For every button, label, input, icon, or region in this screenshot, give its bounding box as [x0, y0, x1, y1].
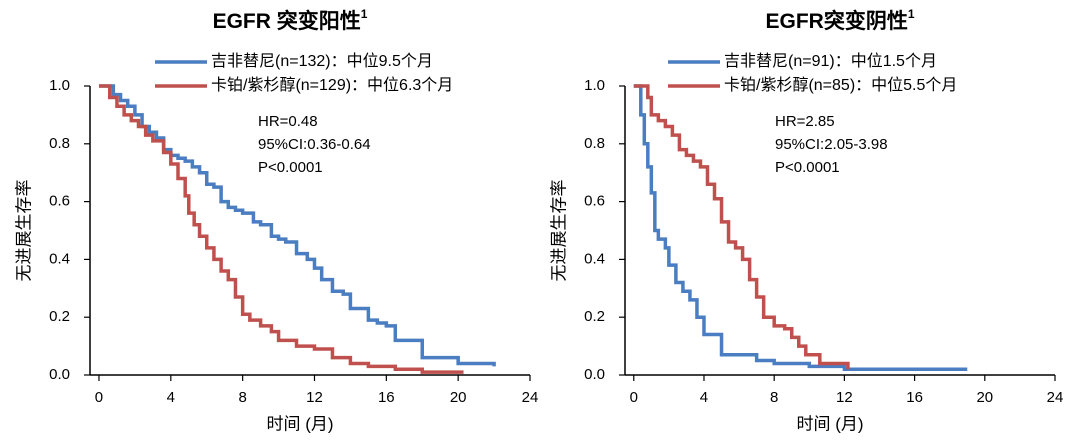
y-axis-label: 无进展生存率: [14, 180, 33, 282]
y-tick-label: 1.0: [584, 77, 605, 94]
x-tick-label: 8: [770, 389, 778, 406]
chart-title: EGFR 突变阳性1: [213, 7, 368, 32]
chart: EGFR突变阴性1 0.0 0.2 0.4 0.6 0.8 1.0 0 4 8 12 16 20 24 时间…: [549, 7, 1063, 433]
chart: EGFR 突变阳性1 0.0 0.2 0.4 0.6 0.8 1.0 0 4 8 12 16 20 24 时…: [14, 7, 538, 433]
y-axis-label: 无进展生存率: [549, 180, 568, 282]
x-tick-label: 12: [836, 389, 853, 406]
legend-label: 卡铂/紫杉醇(n=129)：中位6.3个月: [211, 76, 453, 94]
y-tick-label: 0.2: [49, 308, 70, 325]
survival-curve: [98, 84, 496, 367]
title-superscript: 1: [361, 7, 368, 21]
x-tick-label: 24: [522, 389, 539, 406]
chart-title-text: EGFR突变阴性: [765, 9, 907, 33]
annotation: P<0.0001: [775, 159, 840, 176]
y-tick-label: 0.0: [49, 366, 70, 383]
x-tick-label: 16: [906, 389, 923, 406]
title-superscript: 1: [908, 7, 915, 21]
survival-curve: [633, 84, 850, 370]
y-tick-label: 0.8: [584, 135, 605, 152]
legend-label: 吉非替尼(n=91)：中位1.5个月: [724, 52, 937, 70]
y-tick-label: 0.8: [49, 135, 70, 152]
x-tick-label: 4: [167, 389, 175, 406]
x-tick-label: 20: [450, 389, 467, 406]
annotation: 95%CI:2.05-3.98: [775, 136, 888, 153]
annotation: 95%CI:0.36-0.64: [258, 136, 371, 153]
x-tick-label: 0: [630, 389, 638, 406]
y-tick-label: 0.4: [584, 250, 605, 267]
legend-label: 吉非替尼(n=132)：中位9.5个月: [211, 52, 433, 70]
annotation: HR=2.85: [775, 113, 835, 130]
chart-title-text: EGFR 突变阳性: [213, 9, 361, 33]
annotation: HR=0.48: [258, 113, 318, 130]
x-tick-label: 0: [95, 389, 103, 406]
survival-curve: [633, 84, 968, 371]
legend-label: 卡铂/紫杉醇(n=85)：中位5.5个月: [724, 76, 957, 94]
x-tick-label: 16: [378, 389, 395, 406]
x-tick-label: 8: [238, 389, 246, 406]
x-tick-label: 24: [1047, 389, 1064, 406]
y-tick-label: 0.2: [584, 308, 605, 325]
chart-title: EGFR突变阴性1: [765, 7, 914, 32]
survival-curve: [98, 84, 464, 374]
x-tick-label: 12: [306, 389, 323, 406]
y-tick-label: 1.0: [49, 77, 70, 94]
y-tick-label: 0.4: [49, 250, 70, 267]
y-tick-label: 0.6: [584, 193, 605, 210]
annotation: P<0.0001: [258, 159, 323, 176]
x-axis-label: 时间 (月): [796, 414, 863, 433]
y-tick-label: 0.6: [49, 193, 70, 210]
x-axis-label: 时间 (月): [266, 414, 333, 433]
x-tick-label: 20: [976, 389, 993, 406]
x-tick-label: 4: [700, 389, 708, 406]
y-tick-label: 0.0: [584, 366, 605, 383]
